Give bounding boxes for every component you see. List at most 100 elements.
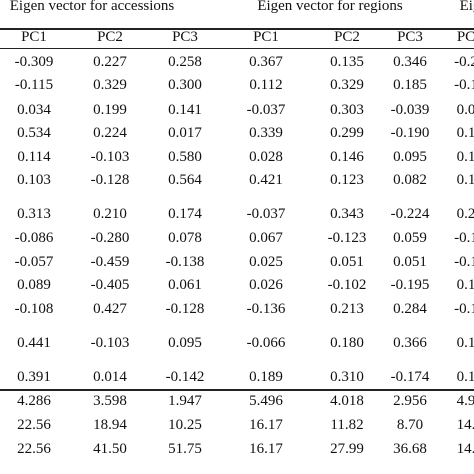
table-cell: 11.82 <box>330 417 364 433</box>
table-cell: 0.366 <box>393 335 427 351</box>
table-cell: -0.108 <box>14 301 54 317</box>
table-cell: 4.286 <box>17 393 51 409</box>
table-cell: 0.059 <box>393 230 427 246</box>
table-cell: 41.50 <box>93 441 127 457</box>
table-cell: 0.089 <box>17 277 51 293</box>
table-cell: -0.115 <box>14 77 54 93</box>
table-cell: 0.213 <box>330 301 364 317</box>
table-cell: 0.329 <box>93 77 127 93</box>
table-cell: 0.051 <box>330 254 364 270</box>
group-header: Eigen vector for regions <box>257 0 403 14</box>
table-cell: 2.956 <box>393 393 427 409</box>
summary-rule <box>0 389 474 391</box>
top-rule <box>0 28 474 30</box>
table-cell: 16.17 <box>249 441 283 457</box>
table-cell: 0.026 <box>249 277 283 293</box>
table-cell: 1.947 <box>168 393 202 409</box>
table-cell: -0.280 <box>90 230 130 246</box>
table-cell: 0.1 <box>456 149 474 165</box>
table-cell: 0.2 <box>456 206 474 222</box>
table-cell: 0.095 <box>393 149 427 165</box>
table-cell: -0.037 <box>246 206 286 222</box>
table-cell: 0.199 <box>93 102 127 118</box>
table-cell: 51.75 <box>168 441 202 457</box>
table-cell: 0.123 <box>330 172 364 188</box>
table-cell: 0.313 <box>17 206 51 222</box>
table-cell: 0.564 <box>168 172 202 188</box>
table-cell: 8.70 <box>396 417 424 433</box>
table-cell: 3.598 <box>93 393 127 409</box>
table-cell: -0.102 <box>327 277 367 293</box>
table-cell: 0.534 <box>17 125 51 141</box>
table-cell: 4.018 <box>330 393 364 409</box>
table-cell: 0.303 <box>330 102 364 118</box>
table-cell: 10.25 <box>168 417 202 433</box>
table-cell: -0.1 <box>454 301 474 317</box>
table-cell: 0.580 <box>168 149 202 165</box>
table-cell: 27.99 <box>330 441 364 457</box>
table-cell: 0.1 <box>456 172 474 188</box>
table-cell: 0.391 <box>17 369 51 385</box>
column-header: PC1 <box>253 29 279 45</box>
table-cell: -0.174 <box>390 369 430 385</box>
table-cell: 0.329 <box>330 77 364 93</box>
table-cell: -0.037 <box>246 102 286 118</box>
table-cell: 0.061 <box>168 277 202 293</box>
table-cell: 0.135 <box>330 54 364 70</box>
table-cell: 0.224 <box>93 125 127 141</box>
table-cell: 0.427 <box>93 301 127 317</box>
table-cell: 0.078 <box>168 230 202 246</box>
table-cell: 0.258 <box>168 54 202 70</box>
table-cell: -0.136 <box>246 301 286 317</box>
group-header: Eig <box>459 0 474 14</box>
table-cell: -0.405 <box>90 277 130 293</box>
table-cell: 0.300 <box>168 77 202 93</box>
table-cell: -0.103 <box>90 149 130 165</box>
table-cell: -0.086 <box>14 230 54 246</box>
table-cell: -0.1 <box>454 77 474 93</box>
column-header: PC3 <box>172 29 198 45</box>
table-cell: -0.195 <box>390 277 430 293</box>
table-cell: 0.017 <box>168 125 202 141</box>
table-cell: 18.94 <box>93 417 127 433</box>
table-cell: 14. <box>456 441 474 457</box>
table-cell: 22.56 <box>17 417 51 433</box>
table-cell: 0.1 <box>456 125 474 141</box>
table-cell: 0.310 <box>330 369 364 385</box>
table-cell: 36.68 <box>393 441 427 457</box>
table-cell: 0.210 <box>93 206 127 222</box>
table-cell: 0.343 <box>330 206 364 222</box>
table-cell: -0.138 <box>165 254 205 270</box>
table-cell: 0.028 <box>249 149 283 165</box>
column-header: PC <box>456 29 474 45</box>
table-cell: 0.299 <box>330 125 364 141</box>
table-cell: 0.067 <box>249 230 283 246</box>
table-cell: 0.025 <box>249 254 283 270</box>
column-header: PC3 <box>397 29 423 45</box>
table-cell: 0.014 <box>93 369 127 385</box>
table-cell: 0.141 <box>168 102 202 118</box>
table-cell: -0.224 <box>390 206 430 222</box>
table-cell: -0.142 <box>165 369 205 385</box>
table-cell: 16.17 <box>249 417 283 433</box>
table-cell: -0.128 <box>90 172 130 188</box>
table-cell: 0.441 <box>17 335 51 351</box>
table-cell: 5.496 <box>249 393 283 409</box>
column-header: PC1 <box>21 29 47 45</box>
table-cell: -0.103 <box>90 335 130 351</box>
table-cell: 0.034 <box>17 102 51 118</box>
table-cell: 0.0 <box>456 102 474 118</box>
table-cell: -0.1 <box>454 230 474 246</box>
table-cell: -0.039 <box>390 102 430 118</box>
table-cell: 0.421 <box>249 172 283 188</box>
table-cell: 0.339 <box>249 125 283 141</box>
table-cell: 22.56 <box>17 441 51 457</box>
table-cell: 4.9 <box>456 393 474 409</box>
table-cell: 0.103 <box>17 172 51 188</box>
table-cell: -0.309 <box>14 54 54 70</box>
table-cell: 0.227 <box>93 54 127 70</box>
table-cell: 0.174 <box>168 206 202 222</box>
column-header: PC2 <box>334 29 360 45</box>
table-cell: -0.1 <box>454 254 474 270</box>
table-cell: 0.1 <box>456 335 474 351</box>
